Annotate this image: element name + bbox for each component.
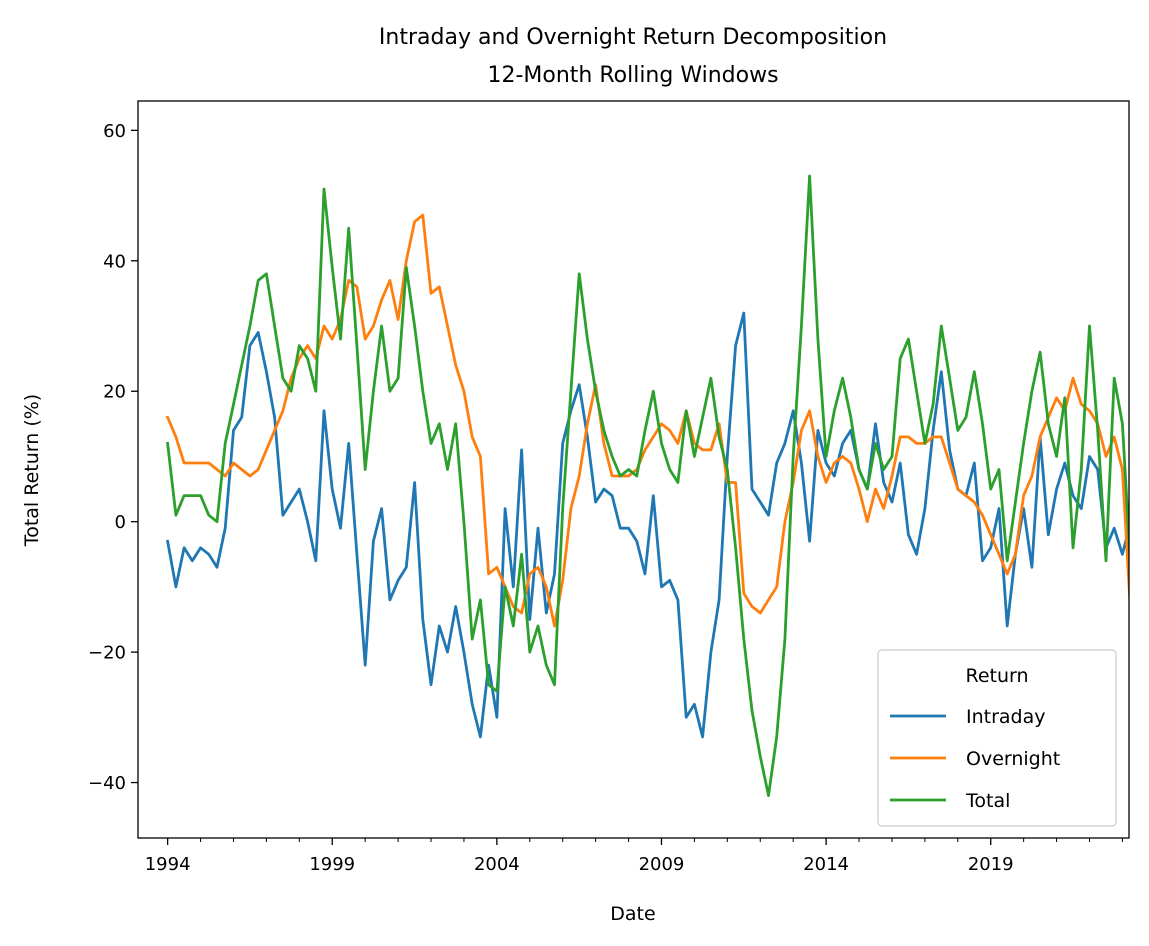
y-tick-label: 20 xyxy=(103,382,126,403)
y-axis-label: Total Return (%) xyxy=(21,394,43,547)
x-tick-label: 1999 xyxy=(309,854,355,875)
legend-label-total: Total xyxy=(965,790,1010,812)
x-tick-label: 2009 xyxy=(639,854,685,875)
x-tick-label: 2019 xyxy=(968,854,1014,875)
x-tick-label: 2014 xyxy=(803,854,849,875)
legend-frame xyxy=(877,649,1117,827)
x-tick-label: 1994 xyxy=(145,854,191,875)
plot-area-frame xyxy=(137,100,1130,839)
y-tick-label: −40 xyxy=(88,773,126,794)
y-tick-label: 60 xyxy=(103,121,126,142)
legend-title: Return xyxy=(965,665,1028,687)
x-axis: 1994 1999 2004 2009 2014 2019 xyxy=(145,838,1123,875)
chart-title-line-1: Intraday and Overnight Return Decomposit… xyxy=(379,25,887,50)
series-line-total xyxy=(166,174,1129,797)
x-axis-label: Date xyxy=(610,903,655,925)
series-layer xyxy=(165,174,1129,797)
y-axis: −40 −20 0 20 40 60 xyxy=(88,121,138,794)
y-tick-label: −20 xyxy=(88,643,126,664)
series-line-overnight xyxy=(165,213,1129,628)
legend-label-intraday: Intraday xyxy=(966,706,1046,728)
series-line-intraday xyxy=(165,311,1129,739)
x-tick-label: 2004 xyxy=(474,854,520,875)
legend-label-overnight: Overnight xyxy=(966,748,1060,770)
y-tick-label: 0 xyxy=(115,512,126,533)
chart-title-line-2: 12-Month Rolling Windows xyxy=(487,63,778,88)
y-tick-label: 40 xyxy=(103,251,126,272)
legend: Return Intraday Overnight Total xyxy=(877,649,1117,827)
